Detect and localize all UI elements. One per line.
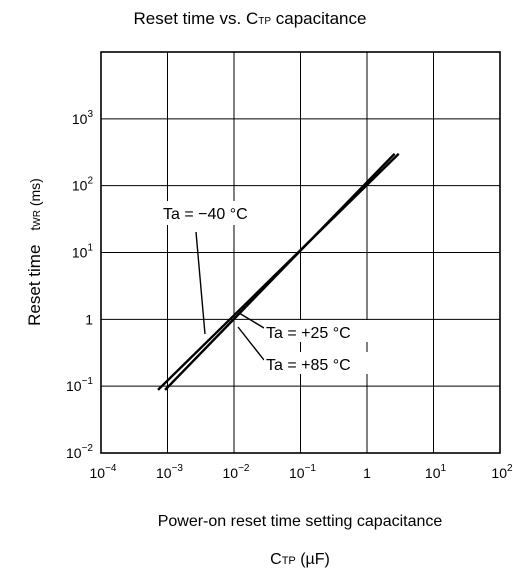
annotation-ta-plus85: Ta = +85 °C	[266, 357, 351, 374]
y-tick-label-1: 10−1	[66, 376, 93, 394]
x-tick-label-2: 10−2	[223, 463, 250, 481]
annotation-ta-plus25: Ta = +25 °C	[266, 325, 351, 342]
x-tick-label-3: 10−1	[289, 463, 316, 481]
x-tick-label-1: 10−3	[156, 463, 183, 481]
annotation-leader-plus25	[238, 312, 265, 329]
y-tick-label-0: 10−2	[66, 443, 93, 461]
series-lines	[157, 152, 400, 391]
x-axis-unit: CTP (µF)	[270, 551, 330, 568]
series-line-ta-plus85	[164, 153, 396, 391]
y-tick-label-5: 103	[72, 109, 94, 127]
x-tick-label-0: 10−4	[90, 463, 117, 481]
annotation-ta-minus40: Ta = −40 °C	[163, 206, 248, 223]
y-tick-label-3: 101	[72, 243, 94, 261]
annotation-leader-minus40	[195, 231, 206, 335]
plot-frame	[100, 51, 501, 454]
x-axis-label: Power-on reset time setting capacitance	[158, 513, 443, 530]
tick-labels: 10−4 10−3 10−2 10−1 1 101 102 10−2 10−1 1 101 102 10…	[66, 109, 513, 481]
x-tick-label-4: 1	[363, 465, 371, 481]
y-axis-label: Reset timetWR (ms)	[25, 178, 44, 326]
y-tick-label-4: 102	[72, 176, 94, 194]
x-tick-label-6: 102	[491, 463, 513, 481]
grid	[100, 52, 501, 454]
y-tick-label-2: 1	[85, 311, 93, 327]
x-tick-label-5: 101	[425, 463, 447, 481]
chart-title: Reset time vs. CTP capacitance	[134, 9, 367, 28]
annotation-leader-plus85	[237, 326, 265, 361]
